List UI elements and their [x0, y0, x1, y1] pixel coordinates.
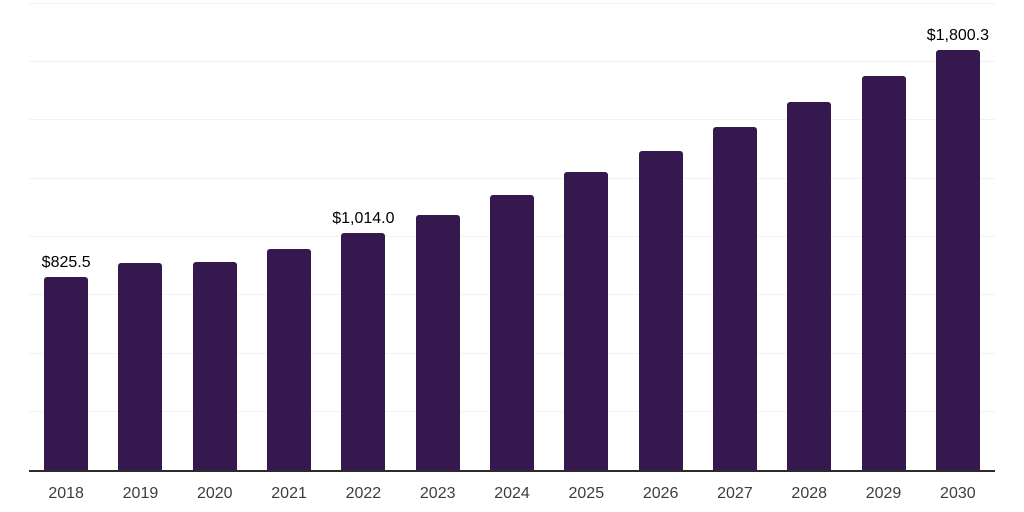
value-label-2022: $1,014.0 — [332, 210, 395, 228]
bar-2018 — [44, 277, 89, 470]
x-tick-label-2027: 2027 — [717, 485, 753, 502]
bar-2023 — [415, 215, 460, 470]
x-tick-label-2026: 2026 — [642, 485, 679, 502]
x-tick-label-2018: 2018 — [48, 485, 84, 502]
x-tick-label-2025: 2025 — [568, 485, 605, 502]
bar-2021 — [267, 248, 312, 470]
x-tick-label-2020: 2020 — [196, 485, 233, 502]
x-tick-label-2024: 2024 — [494, 485, 530, 502]
bar-2025 — [564, 172, 609, 470]
x-axis-line — [29, 470, 995, 472]
x-tick-label-2029: 2029 — [865, 485, 902, 502]
value-label-2030: $1,800.3 — [926, 26, 989, 44]
x-tick-label-2030: 2030 — [940, 485, 976, 502]
bar-2026 — [638, 150, 683, 470]
bar-2022 — [341, 233, 386, 470]
bar-2029 — [861, 75, 906, 470]
x-tick-label-2019: 2019 — [122, 485, 159, 502]
bar-2020 — [192, 262, 237, 470]
x-tick-label-2028: 2028 — [791, 485, 828, 502]
bar-2027 — [712, 127, 757, 470]
x-tick-label-2022: 2022 — [345, 485, 382, 502]
x-tick-label-2021: 2021 — [271, 485, 307, 502]
x-tick-label-2023: 2023 — [419, 485, 456, 502]
bar-2024 — [490, 194, 534, 470]
value-label-2018: $825.5 — [41, 254, 91, 272]
bar-2030 — [935, 49, 980, 470]
bar-2019 — [118, 262, 163, 470]
bar-2028 — [787, 101, 832, 470]
